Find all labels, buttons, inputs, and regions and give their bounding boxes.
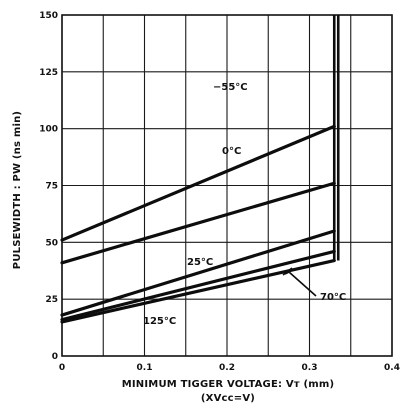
annotation-minus55c: −55°C <box>213 82 248 93</box>
series-line-2 <box>60 229 336 317</box>
y-tick-label: 100 <box>39 125 58 135</box>
y-tick-label: 25 <box>45 295 58 305</box>
annotation-125c: 125°C <box>143 316 176 327</box>
x-tick-label: 0.1 <box>137 363 153 373</box>
annotation-0c: 0°C <box>222 146 241 157</box>
plot-frame <box>61 14 393 357</box>
y-tick-label: 75 <box>45 182 58 192</box>
series-line-1 <box>60 181 336 265</box>
x-tick-label: 0.2 <box>219 363 235 373</box>
y-tick-label: 50 <box>45 238 58 248</box>
annotation-70c-leader <box>284 271 317 297</box>
boundary <box>332 15 340 261</box>
y-tick-labels: 0 25 50 75 100 125 150 <box>39 11 58 362</box>
annotation-70c: 70°C <box>320 292 346 303</box>
series-line-0 <box>60 124 336 242</box>
x-tick-label: 0.4 <box>384 363 400 373</box>
x-tick-labels: 0 0.1 0.2 0.3 0.4 <box>59 363 400 373</box>
y-tick-label: 125 <box>39 68 58 78</box>
y-axis-title: PULSEWIDTH : PW (ns min) <box>12 111 23 269</box>
series-line-3 <box>60 249 336 322</box>
y-tick-label: 0 <box>52 352 58 362</box>
series-lines <box>60 124 336 324</box>
annotation-70c-leader-end <box>282 267 293 276</box>
annotation-25c: 25°C <box>187 257 213 268</box>
x-tick-label: 0 <box>59 363 65 373</box>
grid <box>61 14 393 357</box>
x-axis-subtitle: (XVcc=V) <box>201 393 255 404</box>
x-tick-label: 0.3 <box>302 363 318 373</box>
y-tick-label: 150 <box>39 11 58 21</box>
x-axis-title: MINIMUM TIGGER VOLTAGE: Vᴛ (mm) <box>122 379 335 390</box>
